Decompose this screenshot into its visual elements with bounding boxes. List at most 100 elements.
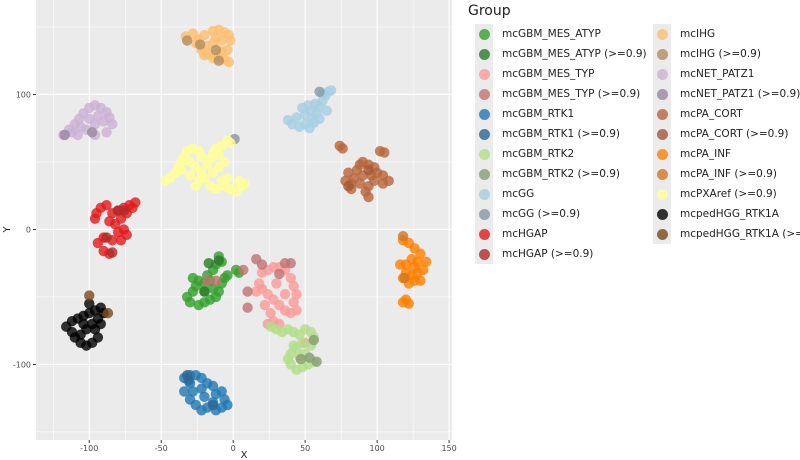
data-point	[207, 399, 219, 411]
data-point	[199, 391, 210, 403]
data-point	[92, 110, 104, 122]
legend-dot-icon	[478, 28, 490, 40]
legend-key	[653, 204, 671, 224]
legend-dot-icon	[478, 68, 490, 80]
data-point	[420, 256, 432, 268]
x-axis-label: X	[241, 450, 248, 460]
data-point	[297, 102, 308, 114]
data-point	[213, 150, 225, 161]
legend-label: mcGBM_RTK1 (>=0.9)	[502, 128, 620, 140]
data-point	[84, 298, 95, 309]
legend-dot-icon	[656, 208, 668, 220]
data-point	[102, 307, 114, 319]
data-point	[101, 199, 112, 211]
data-point	[256, 259, 268, 270]
legend-key	[653, 44, 671, 64]
data-point	[213, 55, 225, 66]
legend-key	[653, 104, 671, 124]
legend-label: mcGBM_MES_TYP (>=0.9)	[502, 88, 641, 100]
data-point	[181, 35, 193, 46]
y-axis-label: Y	[2, 226, 13, 234]
data-point	[194, 39, 206, 50]
legend-label: mcGBM_MES_TYP	[502, 68, 595, 80]
legend-label: mcGBM_RTK2 (>=0.9)	[502, 168, 620, 180]
legend-dot-icon	[478, 228, 490, 240]
data-point	[95, 318, 106, 330]
legend-key	[475, 184, 493, 204]
data-point	[213, 255, 225, 266]
data-point	[187, 386, 199, 397]
data-point	[337, 143, 348, 154]
y-tick-label: -100	[13, 360, 31, 369]
data-point	[265, 307, 276, 319]
data-point	[84, 290, 95, 301]
legend-item: mcGG (>=0.9)	[475, 204, 647, 224]
legend-label: mcPXAref (>=0.9)	[680, 188, 777, 200]
x-tick-label: 0	[231, 444, 236, 453]
legend-key	[653, 84, 671, 104]
data-point	[207, 167, 219, 178]
legend-dot-icon	[656, 148, 668, 160]
legend-label: mcGBM_RTK1	[502, 108, 575, 120]
data-point	[288, 340, 299, 351]
data-point	[325, 85, 337, 96]
legend-dot-icon	[478, 88, 490, 100]
legend-label: mcIHG	[680, 28, 716, 40]
legend-item: mcGG	[475, 184, 647, 204]
legend-item: mcGBM_RTK1 (>=0.9)	[475, 124, 647, 144]
data-point	[196, 151, 207, 162]
legend-label: mcpedHGG_RTK1A (>=0.9)	[680, 228, 800, 240]
legend-key	[475, 44, 493, 64]
legend-label: mcPA_INF (>=0.9)	[680, 168, 777, 180]
data-point	[242, 302, 253, 313]
data-point	[199, 29, 210, 41]
data-point	[107, 118, 118, 130]
data-point	[307, 113, 318, 124]
data-point	[311, 356, 322, 367]
data-point	[397, 297, 409, 308]
legend-item: mcHGAP	[475, 224, 647, 244]
data-point	[233, 175, 245, 187]
y-tick-label: 0	[26, 225, 31, 234]
data-point	[210, 183, 222, 195]
data-point	[397, 230, 409, 242]
legend-dot-icon	[478, 148, 490, 160]
data-point	[223, 56, 235, 68]
legend-key	[653, 24, 671, 44]
x-tick-label: 50	[300, 444, 310, 453]
series-mcnet-patz1-0-9-	[59, 127, 98, 141]
data-point	[179, 386, 190, 397]
data-point	[86, 127, 98, 138]
y-tick-label: 100	[16, 90, 31, 99]
legend-key	[475, 24, 493, 44]
series-mcpa-inf-0-9-	[397, 230, 410, 284]
data-point	[216, 386, 227, 397]
data-point	[184, 170, 196, 181]
data-point	[176, 164, 187, 176]
data-point	[343, 181, 354, 192]
legend-label: mcHGAP (>=0.9)	[502, 248, 594, 260]
data-point	[271, 278, 282, 289]
legend-dot-icon	[656, 128, 668, 140]
data-point	[394, 259, 406, 270]
legend-item: mcPXAref (>=0.9)	[653, 184, 800, 204]
legend-item: mcPA_INF	[653, 144, 800, 164]
series-mcihg-0-9-	[181, 35, 225, 66]
legend-dot-icon	[656, 68, 668, 80]
series-mcgbm-mes-atyp	[181, 251, 245, 311]
legend-label: mcPA_CORT (>=0.9)	[680, 128, 789, 140]
series-mcgbm-rtk1-0-9-	[181, 370, 219, 411]
legend-label: mcNET_PATZ1 (>=0.9)	[680, 88, 800, 100]
data-point	[104, 216, 115, 227]
legend-item: mcpedHGG_RTK1A	[653, 204, 800, 224]
series-mcpa-cort-0-9-	[343, 164, 374, 192]
data-point	[274, 268, 285, 280]
legend-dot-icon	[478, 108, 490, 120]
legend-label: mcIHG (>=0.9)	[680, 48, 761, 60]
series-mcgbm-mes-atyp-0-9-	[199, 255, 225, 297]
series-mcpa-cort	[334, 140, 394, 203]
data-point	[92, 332, 104, 343]
data-point	[59, 129, 70, 141]
data-point	[92, 237, 104, 249]
legend-dot-icon	[656, 88, 668, 100]
